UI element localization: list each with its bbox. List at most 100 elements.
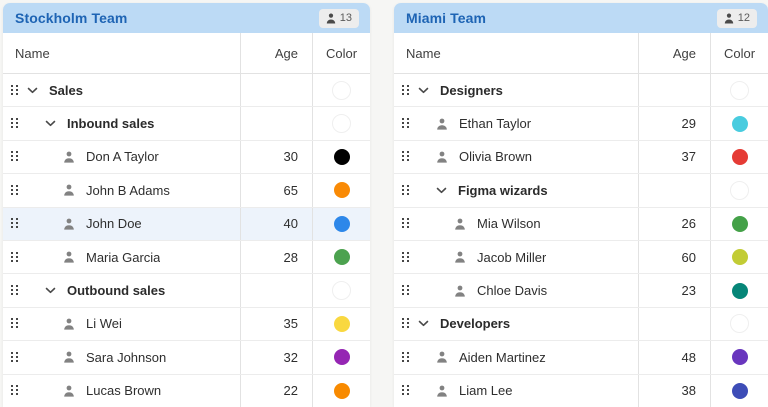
table-row[interactable]: Olivia Brown 37 (394, 140, 768, 175)
table-row[interactable]: Maria Garcia 28 (3, 240, 370, 275)
color-swatch[interactable] (333, 215, 350, 232)
color-swatch[interactable] (333, 249, 350, 266)
table-row[interactable]: Liam Lee 38 (394, 374, 768, 407)
table-row[interactable]: John Doe 40 (3, 207, 370, 241)
chevron-down-icon[interactable] (418, 87, 429, 94)
table-row[interactable]: Lucas Brown 22 (3, 374, 370, 407)
age-value: 29 (681, 116, 696, 132)
name-cell: Sara Johnson (3, 341, 240, 373)
drag-handle-icon[interactable] (402, 285, 409, 296)
drag-handle-icon[interactable] (402, 351, 409, 363)
member-name: Li Wei (86, 316, 122, 332)
person-icon (436, 151, 448, 163)
indent-spacer (418, 223, 454, 224)
group-row[interactable]: Developers (394, 307, 768, 342)
table-row[interactable]: Jacob Miller 60 (394, 240, 768, 275)
drag-handle-icon[interactable] (402, 184, 409, 196)
column-header-row: Name Age Color (3, 33, 370, 74)
name-cell: Outbound sales (3, 274, 240, 306)
color-swatch-empty[interactable] (730, 80, 749, 100)
color-swatch[interactable] (731, 282, 748, 299)
table-row[interactable]: John B Adams 65 (3, 174, 370, 208)
color-cell (312, 307, 370, 341)
drag-handle-icon[interactable] (402, 118, 409, 129)
group-label: Outbound sales (67, 283, 166, 299)
chevron-down-icon[interactable] (418, 320, 429, 327)
drag-handle-icon[interactable] (402, 218, 409, 229)
color-swatch[interactable] (333, 182, 350, 199)
table-row[interactable]: Chloe Davis 23 (394, 274, 768, 308)
table-row[interactable]: Li Wei 35 (3, 307, 370, 342)
chevron-down-icon[interactable] (45, 287, 56, 294)
drag-handle-icon[interactable] (402, 151, 409, 162)
drag-handle-icon[interactable] (11, 285, 18, 296)
indent-spacer (418, 290, 454, 291)
drag-handle-icon[interactable] (11, 385, 18, 396)
table-row[interactable]: Sara Johnson 32 (3, 341, 370, 375)
color-swatch[interactable] (333, 382, 350, 399)
name-cell: Olivia Brown (394, 141, 638, 173)
color-swatch[interactable] (731, 349, 748, 366)
group-row[interactable]: Sales (3, 74, 370, 108)
member-name: Sara Johnson (86, 349, 167, 365)
drag-handle-icon[interactable] (11, 151, 18, 162)
indent-spacer (418, 190, 436, 191)
drag-handle-icon[interactable] (402, 84, 409, 96)
table-row[interactable]: Don A Taylor 30 (3, 140, 370, 175)
drag-handle-icon[interactable] (11, 351, 18, 363)
table-row[interactable]: Aiden Martinez 48 (394, 341, 768, 375)
color-swatch[interactable] (731, 148, 748, 165)
member-name: Don A Taylor (86, 149, 159, 165)
name-cell: Sales (3, 74, 240, 106)
drag-handle-icon[interactable] (402, 385, 409, 396)
indent-spacer (418, 123, 436, 124)
color-swatch-empty[interactable] (730, 314, 749, 334)
indent-spacer (27, 390, 63, 391)
drag-handle-icon[interactable] (11, 84, 18, 96)
color-swatch-empty[interactable] (332, 80, 351, 100)
group-row[interactable]: Inbound sales (3, 107, 370, 141)
color-swatch-empty[interactable] (332, 281, 351, 301)
color-swatch[interactable] (731, 115, 748, 132)
color-swatch-empty[interactable] (332, 114, 351, 134)
team-panel-miami: Miami Team 12 Name Age Color Designers Et… (394, 3, 768, 407)
drag-handle-icon[interactable] (11, 218, 18, 229)
color-swatch[interactable] (731, 382, 748, 399)
table-row[interactable]: Ethan Taylor 29 (394, 107, 768, 141)
color-swatch[interactable] (333, 315, 350, 332)
group-row[interactable]: Designers (394, 74, 768, 108)
column-header-name: Name (406, 45, 441, 61)
color-swatch[interactable] (731, 215, 748, 232)
indent-spacer (27, 123, 45, 124)
person-icon (63, 318, 75, 330)
drag-handle-icon[interactable] (11, 184, 18, 196)
chevron-down-icon[interactable] (27, 87, 38, 94)
drag-handle-icon[interactable] (402, 251, 409, 263)
person-icon (436, 118, 448, 130)
chevron-down-icon[interactable] (436, 187, 447, 194)
age-cell (638, 307, 710, 341)
group-row[interactable]: Figma wizards (394, 174, 768, 208)
age-cell (240, 274, 312, 307)
color-cell (312, 174, 370, 207)
age-cell: 48 (638, 341, 710, 374)
age-value: 48 (681, 349, 696, 365)
chevron-down-icon[interactable] (45, 120, 56, 127)
member-count-badge: 13 (318, 8, 359, 28)
group-row[interactable]: Outbound sales (3, 274, 370, 308)
drag-handle-icon[interactable] (11, 118, 18, 129)
color-cell (312, 374, 370, 407)
color-cell (710, 374, 768, 407)
color-swatch[interactable] (333, 148, 350, 165)
drag-handle-icon[interactable] (402, 318, 409, 329)
color-swatch[interactable] (333, 349, 350, 366)
drag-handle-icon[interactable] (11, 251, 18, 263)
drag-handle-icon[interactable] (11, 318, 18, 329)
age-value: 30 (283, 149, 298, 165)
table-row[interactable]: Mia Wilson 26 (394, 207, 768, 241)
team-panel-stockholm: Stockholm Team 13 Name Age Color Sales In… (3, 3, 370, 407)
color-swatch-empty[interactable] (730, 180, 749, 200)
color-swatch[interactable] (731, 249, 748, 266)
person-icon (454, 251, 466, 263)
name-cell: Aiden Martinez (394, 341, 638, 373)
